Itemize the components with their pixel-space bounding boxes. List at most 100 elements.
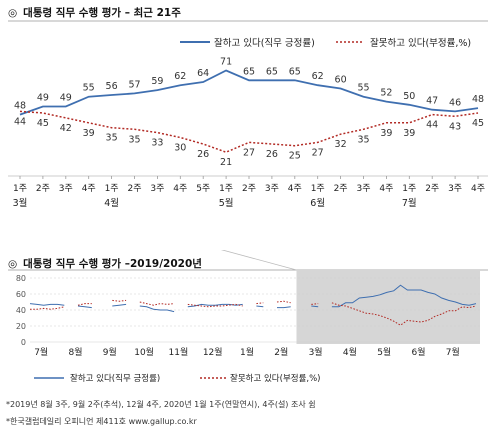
chart1-x-week-label: 4주 — [82, 183, 96, 194]
chart2-x-month-label: 2월 — [274, 346, 288, 358]
chart1-disapprove-label: 32 — [335, 139, 347, 150]
chart1-approve-label: 47 — [426, 96, 438, 107]
chart1-disapprove-label: 25 — [289, 151, 301, 162]
chart2-approve-line — [77, 305, 92, 309]
chart2-disapprove-line — [77, 303, 92, 306]
chart1-x-week-label: 3주 — [265, 183, 279, 194]
chart1-disapprove-label: 45 — [37, 118, 49, 129]
chart1-x-week-label: 5주 — [196, 183, 210, 194]
chart1-x-week-label: 2주 — [127, 183, 141, 194]
chart1-x-week-label: 4주 — [288, 183, 302, 194]
chart2-legend-approve: 잘하고 있다(직무 긍정률) — [70, 373, 160, 384]
chart1-x-week-label: 3주 — [356, 183, 370, 194]
chart1-disapprove-label: 42 — [60, 123, 72, 134]
chart1-x-week-label: 2주 — [425, 183, 439, 194]
chart1-disapprove-label: 26 — [197, 149, 209, 160]
chart2-approve-line — [112, 303, 127, 307]
chart1-approve-label: 65 — [243, 66, 255, 77]
chart2-approve-line — [277, 306, 291, 309]
chart2-disapprove-line — [311, 303, 319, 305]
chart1-approve-label: 71 — [220, 57, 232, 68]
chart2-y-tick-label: 80 — [16, 274, 26, 283]
chart1-disapprove-label: 35 — [128, 134, 140, 145]
chart1-disapprove-label: 39 — [403, 128, 415, 139]
chart1-disapprove-line — [19, 110, 479, 154]
chart2-approve-line — [29, 303, 65, 306]
chart1-approve-label: 65 — [289, 66, 301, 77]
chart1-disapprove-label: 39 — [83, 128, 95, 139]
chart1-x-week-label: 1주 — [311, 183, 325, 194]
chart1-disapprove-label: 30 — [174, 143, 186, 154]
chart1-approve-label: 59 — [151, 76, 163, 87]
chart2-approve-line — [311, 305, 319, 308]
chart1-disapprove-label: 39 — [380, 128, 392, 139]
chart2-x-month-label: 3월 — [309, 346, 323, 358]
chart2-x-month-label: 7월 — [34, 346, 48, 358]
chart1-x-month-label: 5월 — [219, 197, 234, 209]
chart1-legend-approve: 잘하고 있다(직무 긍정률) — [214, 37, 315, 49]
chart1-x-week-label: 4주 — [379, 183, 393, 194]
chart2-x-month-label: 10월 — [134, 346, 154, 358]
chart2-y-tick-label: 40 — [16, 306, 26, 315]
chart2-y-tick-label: 0 — [21, 338, 26, 347]
chart2-x-month-label: 8월 — [68, 346, 82, 358]
chart1-approve-label: 55 — [357, 83, 369, 94]
chart2-disapprove-line — [112, 299, 127, 302]
chart1-x-month-label: 4월 — [104, 197, 119, 209]
chart2-disapprove-line — [187, 303, 243, 308]
chart2-approve-line — [331, 284, 477, 308]
chart2-x-month-label: 12월 — [203, 346, 223, 358]
chart1-approve-label: 50 — [403, 91, 415, 102]
chart2-y-tick-label: 20 — [16, 322, 26, 331]
chart1-disapprove-label: 44 — [14, 116, 26, 127]
chart1-approve-label: 60 — [335, 75, 347, 86]
chart1-approve-label: 65 — [266, 66, 278, 77]
chart1-x-month-label: 3월 — [13, 197, 28, 209]
chart1-disapprove-label: 33 — [151, 138, 163, 149]
chart1-x-week-label: 2주 — [334, 183, 348, 194]
chart2-x-month-label: 7월 — [446, 346, 460, 358]
chart2-disapprove-line — [30, 306, 65, 310]
chart2-disapprove-line — [276, 300, 291, 304]
chart1-disapprove-label: 21 — [220, 157, 232, 168]
chart1-disapprove-label: 27 — [243, 147, 255, 158]
chart1-x-week-label: 4주 — [471, 183, 485, 194]
chart2-disapprove-line — [331, 302, 477, 326]
chart1-disapprove-label: 43 — [449, 121, 461, 132]
chart2-x-month-label: 5월 — [377, 346, 391, 358]
chart1-x-week-label: 1주 — [219, 183, 233, 194]
chart1-approve-line — [19, 69, 479, 116]
chart1-x-week-label: 3주 — [59, 183, 73, 194]
chart2-approve-line — [187, 303, 243, 308]
chart2-title-marker: ◎ — [8, 258, 18, 270]
chart2-x-month-label: 1월 — [240, 346, 254, 358]
chart2-x-month-label: 9월 — [103, 346, 117, 358]
chart1-disapprove-label: 35 — [106, 133, 118, 144]
chart1-approve-label: 56 — [106, 81, 118, 92]
chart1-title-marker: ◎ — [8, 7, 18, 19]
chart1-x-week-label: 2주 — [242, 183, 256, 194]
chart1-x-week-label: 1주 — [402, 183, 416, 194]
chart1-approve-label: 46 — [449, 97, 461, 108]
chart1-x-week-label: 4주 — [173, 183, 187, 194]
chart1-approve-label: 55 — [83, 83, 95, 94]
chart1-approve-label: 57 — [128, 79, 140, 90]
chart1-approve-label: 48 — [472, 94, 484, 105]
footnote-2: *한국갤럽데일리 오피니언 제411호 www.gallup.co.kr — [6, 417, 197, 426]
chart2-x-month-label: 6월 — [411, 346, 425, 358]
chart1-approve-label: 48 — [14, 101, 26, 112]
chart1-approve-label: 62 — [174, 71, 186, 82]
chart2-shaded-region — [296, 270, 480, 344]
chart2-title-text: 대통령 직무 수행 평가 –2019/2020년 — [23, 258, 202, 270]
chart1-disapprove-label: 35 — [357, 134, 369, 145]
chart1-approve-label: 49 — [37, 93, 49, 104]
chart1-title-text: 대통령 직무 수행 평가 – 최근 21주 — [23, 7, 181, 19]
chart2-x-month-label: 4월 — [343, 346, 357, 358]
chart1-disapprove-label: 26 — [266, 149, 278, 160]
chart1-approve-label: 64 — [197, 68, 209, 79]
chart2-title: ◎ 대통령 직무 수행 평가 –2019/2020년 — [8, 256, 202, 271]
chart1-svg: 잘하고 있다(직무 긍정률) 잘못하고 있다(부정률,%) 48 49 49 55 56… — [8, 20, 488, 209]
chart1-disapprove-label: 27 — [312, 147, 324, 158]
